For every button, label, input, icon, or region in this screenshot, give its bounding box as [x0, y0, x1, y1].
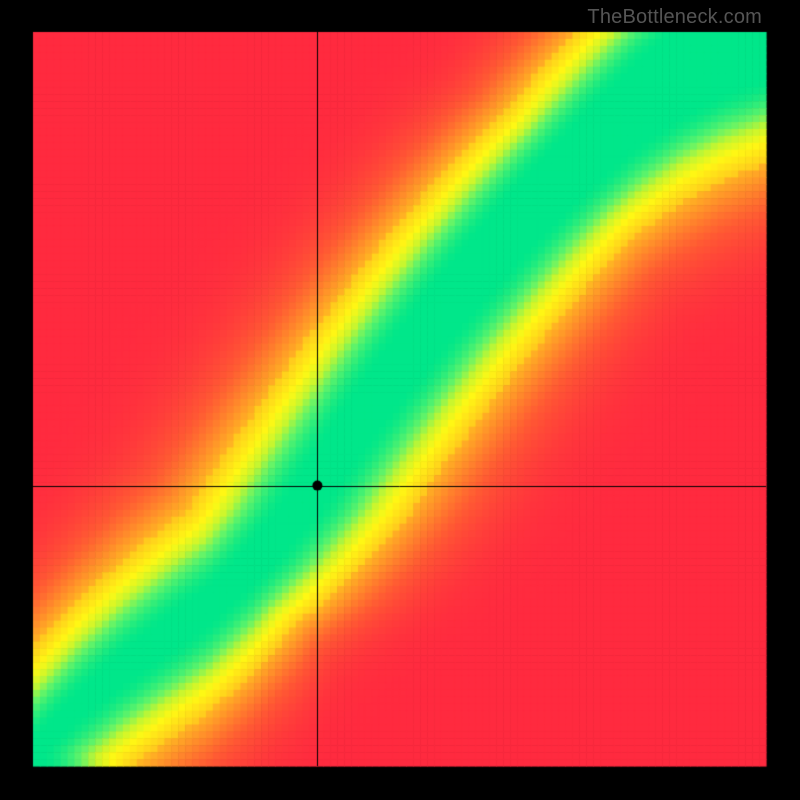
heatmap-plot [0, 0, 800, 800]
chart-container: TheBottleneck.com [0, 0, 800, 800]
watermark-text: TheBottleneck.com [587, 6, 762, 29]
